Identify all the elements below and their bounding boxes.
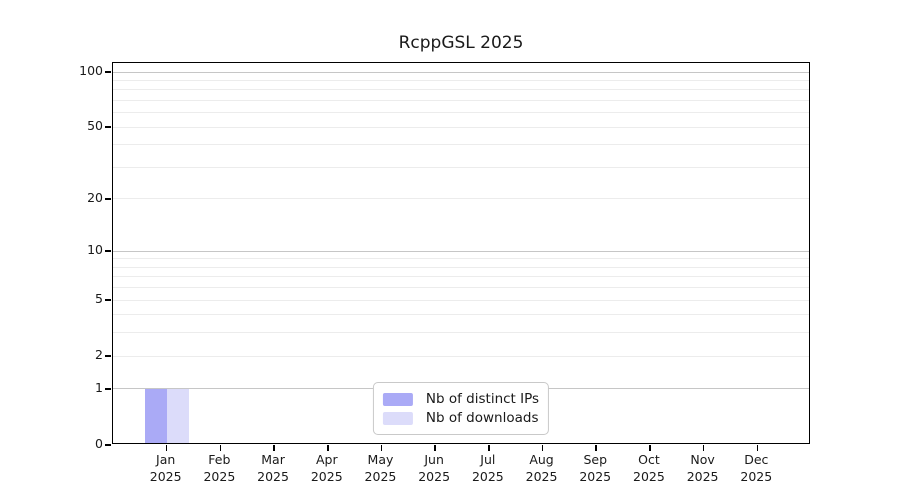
y-axis-tick: [105, 126, 111, 128]
x-tick-label: Mar 2025: [241, 451, 305, 485]
y-tick-label: 1: [95, 379, 103, 395]
y-tick-label: 5: [95, 291, 103, 307]
x-tick-year: 2025: [203, 469, 236, 484]
gridline-minor: [113, 314, 809, 316]
x-tick-label: Apr 2025: [295, 451, 359, 485]
gridline-minor: [113, 166, 809, 168]
x-tick-label: Jan 2025: [134, 451, 198, 485]
gridline-minor: [113, 198, 809, 200]
x-tick-label: Aug 2025: [510, 451, 574, 485]
gridline-minor: [113, 266, 809, 268]
gridline-minor: [113, 258, 809, 260]
x-tick-year: 2025: [257, 469, 289, 484]
legend-label: Nb of downloads: [425, 410, 539, 426]
gridline-minor: [113, 144, 809, 146]
gridline-minor: [113, 99, 809, 101]
x-axis-tick: [327, 445, 329, 451]
x-axis-tick: [756, 445, 759, 451]
chart-title: RcppGSL 2025: [398, 33, 524, 53]
legend-label: Nb of distinct IPs: [425, 391, 540, 407]
x-tick-year: 2025: [633, 469, 665, 484]
x-tick-label: Feb 2025: [187, 451, 251, 485]
y-tick-label: 50: [87, 118, 103, 134]
y-tick-label: 0: [95, 436, 103, 451]
x-axis-tick: [702, 445, 705, 451]
x-tick-label: Dec 2025: [724, 451, 788, 485]
legend-swatch-distinct-ips: [382, 392, 413, 406]
x-tick-label: Jul 2025: [456, 451, 520, 485]
x-tick-label: Jun 2025: [402, 451, 466, 485]
gridline-minor: [113, 112, 809, 114]
x-tick-month: Jun: [424, 452, 444, 467]
gridline-minor: [113, 355, 809, 357]
x-tick-month: Aug: [529, 452, 554, 467]
x-tick-year: 2025: [471, 469, 504, 484]
x-tick-month: Feb: [208, 452, 231, 467]
legend-swatch-downloads: [382, 411, 413, 425]
x-tick-label: Nov 2025: [671, 451, 735, 485]
x-tick-year: 2025: [310, 469, 343, 484]
x-tick-label: Sep 2025: [563, 451, 627, 485]
x-tick-year: 2025: [579, 469, 612, 484]
x-tick-year: 2025: [686, 469, 719, 484]
y-axis-tick: [105, 444, 111, 446]
legend: Nb of distinct IPs Nb of downloads: [372, 382, 550, 435]
x-tick-month: Dec: [744, 452, 769, 467]
x-axis-tick: [380, 445, 383, 451]
x-axis-tick: [434, 445, 436, 451]
bar-distinct-ips: [144, 388, 167, 444]
x-tick-month: Mar: [261, 452, 285, 467]
legend-entry: Nb of downloads: [382, 410, 539, 426]
gridline-minor: [113, 89, 809, 91]
x-tick-label: Oct 2025: [617, 451, 681, 485]
y-tick-label: 10: [87, 242, 103, 258]
gridline-minor: [113, 299, 809, 301]
y-axis-tick: [105, 198, 111, 200]
x-axis-tick: [488, 445, 490, 451]
x-tick-label: May 2025: [348, 451, 412, 485]
y-axis-tick: [105, 299, 111, 301]
y-axis-tick: [105, 388, 111, 390]
x-tick-month: Jan: [156, 452, 176, 467]
y-tick-label: 2: [95, 347, 103, 363]
x-tick-year: 2025: [740, 469, 773, 484]
x-axis-tick: [541, 445, 544, 451]
gridline-minor: [113, 287, 809, 289]
x-tick-year: 2025: [149, 469, 182, 484]
x-axis-tick: [649, 445, 651, 451]
x-axis-tick: [273, 445, 275, 451]
x-tick-month: Sep: [583, 452, 607, 467]
y-tick-label: 20: [87, 189, 103, 205]
y-tick-label: 100: [79, 63, 103, 78]
x-tick-year: 2025: [525, 469, 558, 484]
y-axis-tick: [105, 71, 111, 73]
bar-downloads: [166, 388, 189, 444]
gridline-minor: [113, 79, 809, 81]
x-tick-year: 2025: [418, 469, 451, 484]
x-tick-month: Jul: [480, 452, 496, 467]
gridline-minor: [113, 332, 809, 334]
x-tick-month: Apr: [315, 452, 338, 467]
gridline-minor: [113, 126, 809, 128]
x-tick-month: Oct: [638, 452, 660, 467]
legend-entry: Nb of distinct IPs: [382, 391, 540, 407]
x-tick-month: Nov: [690, 452, 715, 467]
gridline-major: [113, 250, 809, 252]
gridline-minor: [113, 276, 809, 278]
y-axis-tick: [105, 250, 111, 252]
x-tick-month: May: [367, 452, 394, 467]
x-tick-year: 2025: [364, 469, 397, 484]
x-axis-tick: [219, 445, 222, 451]
plot-area: Nb of distinct IPs Nb of downloads: [105, 62, 810, 451]
gridline-major: [113, 71, 809, 73]
x-axis-tick: [595, 445, 597, 451]
y-axis-tick: [105, 355, 111, 357]
x-axis-tick: [165, 445, 168, 451]
